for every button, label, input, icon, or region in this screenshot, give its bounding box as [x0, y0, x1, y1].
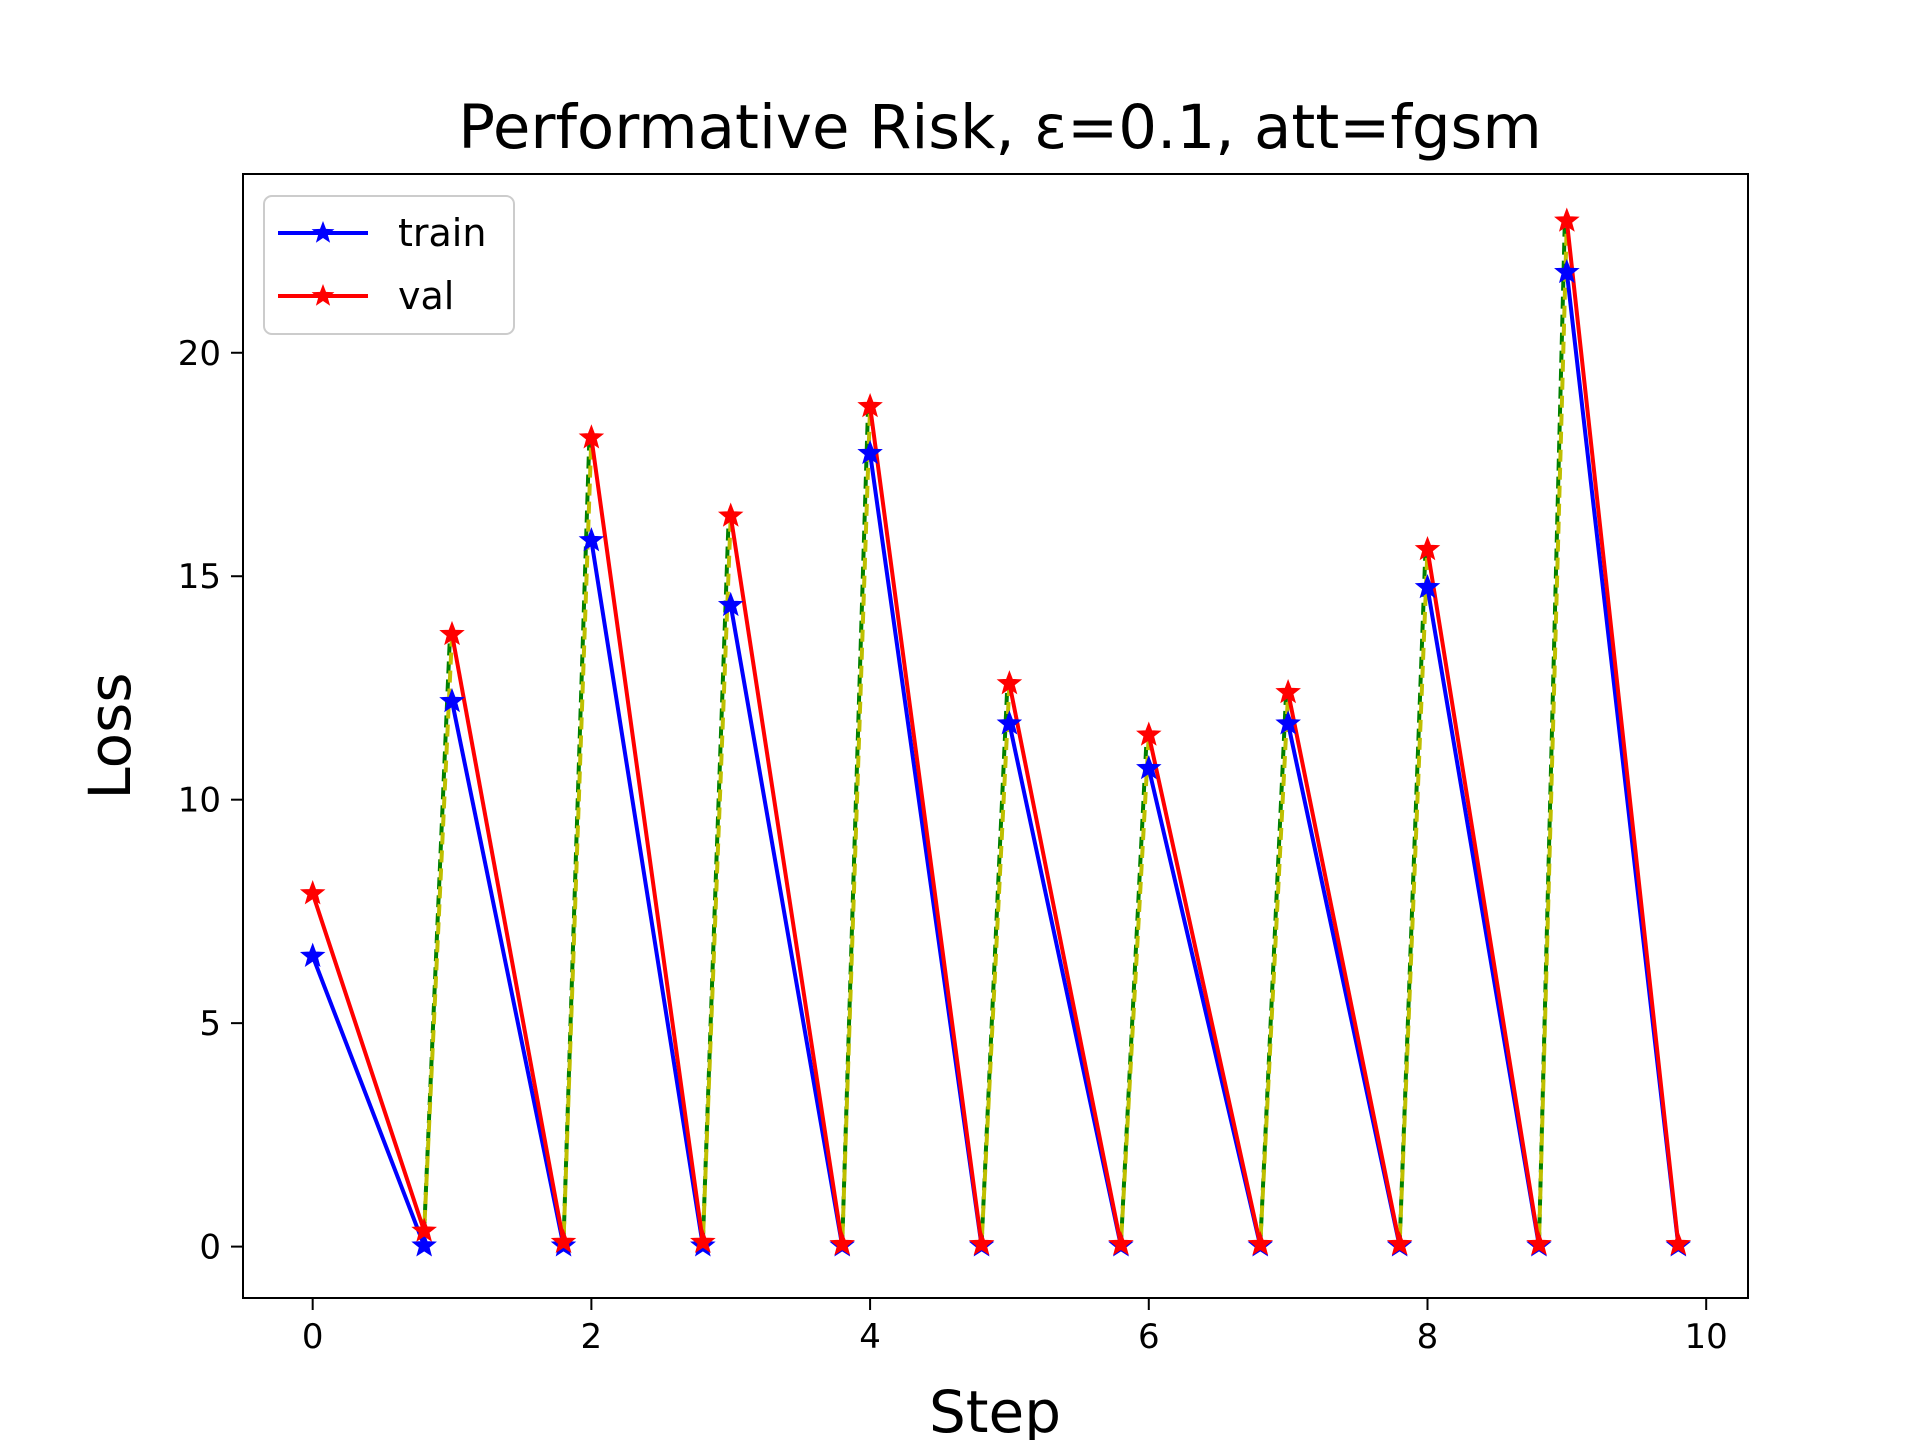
series-val-point-10	[996, 670, 1023, 695]
series-val-segment-4	[867, 404, 984, 1247]
y-tick-label-0: 0	[199, 1228, 221, 1268]
series-val-point-6	[717, 502, 744, 527]
series-train-point-0	[299, 942, 326, 967]
x-tick-label-0: 0	[302, 1317, 324, 1357]
chart-title: Performative Risk, ε=0.1, att=fgsm	[458, 92, 1542, 163]
legend-train-label: train	[398, 211, 486, 255]
series-val-point-13	[1247, 1230, 1274, 1256]
series-val-point-18	[1554, 207, 1580, 232]
series-val-segment-2	[589, 435, 706, 1245]
series-val-point-14	[1275, 678, 1301, 704]
y-axis-ticks: 0 5 10 15 20	[178, 334, 243, 1268]
series-val-segment-5	[1007, 681, 1124, 1247]
x-axis-ticks: 0 2 4 6 8 10	[302, 1298, 1728, 1357]
connector-green-7	[1397, 549, 1428, 1245]
series-val-point-7	[829, 1230, 855, 1256]
series-train-point-18	[1554, 258, 1580, 284]
connector-yellow-6	[1258, 692, 1291, 1245]
y-tick-label-1: 5	[199, 1004, 221, 1044]
series-val-segment-6	[1146, 732, 1263, 1247]
series-train-point-14	[1275, 710, 1301, 735]
series-train-point-1	[411, 1232, 437, 1257]
series-train-point-8	[857, 439, 883, 465]
connector-green-3	[840, 406, 871, 1245]
x-tick-label-4: 8	[1417, 1317, 1439, 1357]
series-val-point-1	[411, 1217, 437, 1242]
legend: train val	[263, 195, 515, 335]
series-train-segment-2	[589, 538, 706, 1248]
plot-area-frame	[242, 173, 1749, 1299]
connector-yellow-4	[979, 683, 1012, 1245]
series-val-point-15	[1386, 1230, 1413, 1256]
series-val-point-4	[578, 424, 605, 449]
connector-yellow-2	[700, 515, 733, 1243]
legend-train-marker	[311, 221, 335, 243]
x-axis-title: Step	[929, 1378, 1061, 1440]
series-train-point-4	[578, 527, 605, 552]
legend-val-marker	[311, 284, 335, 306]
connector-green-8	[1536, 220, 1567, 1245]
series-val-point-3	[550, 1228, 577, 1253]
connector-yellow-0	[422, 634, 455, 1232]
series-val-segment-3	[728, 513, 845, 1247]
series-val-point-5	[690, 1228, 716, 1253]
x-tick-label-5: 10	[1685, 1317, 1728, 1357]
y-tick-label-4: 20	[178, 334, 221, 374]
series-train-point-12	[1136, 754, 1162, 780]
legend-val-label: val	[398, 274, 454, 318]
series-train-point-2	[439, 687, 465, 713]
series-layer	[310, 218, 1681, 1249]
series-val-point-17	[1526, 1230, 1552, 1256]
connector-layer	[422, 220, 1569, 1245]
y-tick-label-2: 10	[178, 781, 221, 821]
series-val-point-9	[968, 1230, 995, 1256]
series-train-segment-1	[449, 699, 566, 1249]
series-val-point-2	[439, 620, 465, 646]
series-val-point-8	[857, 392, 883, 418]
series-val-segment-7	[1285, 690, 1402, 1247]
series-val-segment-8	[1425, 547, 1542, 1247]
series-train-segment-3	[728, 602, 845, 1249]
series-val-segment-1	[449, 631, 566, 1245]
series-train-segment-0	[310, 953, 427, 1249]
connector-green-1	[561, 437, 592, 1243]
series-val-point-11	[1108, 1230, 1134, 1256]
marker-layer	[299, 207, 1692, 1257]
series-val-segment-0	[310, 891, 427, 1234]
series-train-point-6	[717, 591, 744, 617]
connector-yellow-5	[1118, 734, 1151, 1245]
y-axis-title: Loss	[76, 672, 144, 799]
series-val-point-12	[1136, 721, 1162, 746]
series-val-point-0	[299, 880, 326, 905]
series-val-point-19	[1665, 1230, 1692, 1256]
series-val-segment-9	[1564, 218, 1681, 1247]
connector-yellow-3	[840, 406, 873, 1245]
x-tick-label-1: 2	[581, 1317, 603, 1357]
y-tick-label-3: 15	[178, 557, 221, 597]
series-train-point-10	[996, 710, 1023, 735]
x-tick-label-3: 6	[1138, 1317, 1160, 1357]
x-tick-label-2: 4	[859, 1317, 881, 1357]
series-val-point-16	[1414, 535, 1441, 561]
series-train-point-16	[1414, 573, 1441, 599]
